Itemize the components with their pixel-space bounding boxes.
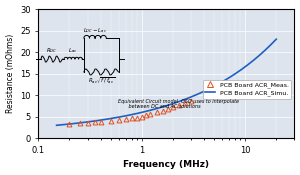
Legend: PCB Board ACR_Meas., PCB Board ACR_Simu.: PCB Board ACR_Meas., PCB Board ACR_Simu. [203,80,291,99]
X-axis label: Frequency (MHz): Frequency (MHz) [123,160,209,169]
Y-axis label: Resistance (mOhms): Resistance (mOhms) [6,34,15,113]
Text: $L_{ac}$: $L_{ac}$ [68,46,78,55]
Text: Equivalent Circuit model  QSD uses to interpolate
       between DC and AC solut: Equivalent Circuit model QSD uses to int… [118,99,239,109]
Text: $R_{ac}\sqrt{f\,/\,f_{ac}}$: $R_{ac}\sqrt{f\,/\,f_{ac}}$ [88,75,115,86]
Text: $L_{DC}-L_{ac}$: $L_{DC}-L_{ac}$ [83,26,107,35]
Text: $R_{DC}$: $R_{DC}$ [46,46,57,55]
